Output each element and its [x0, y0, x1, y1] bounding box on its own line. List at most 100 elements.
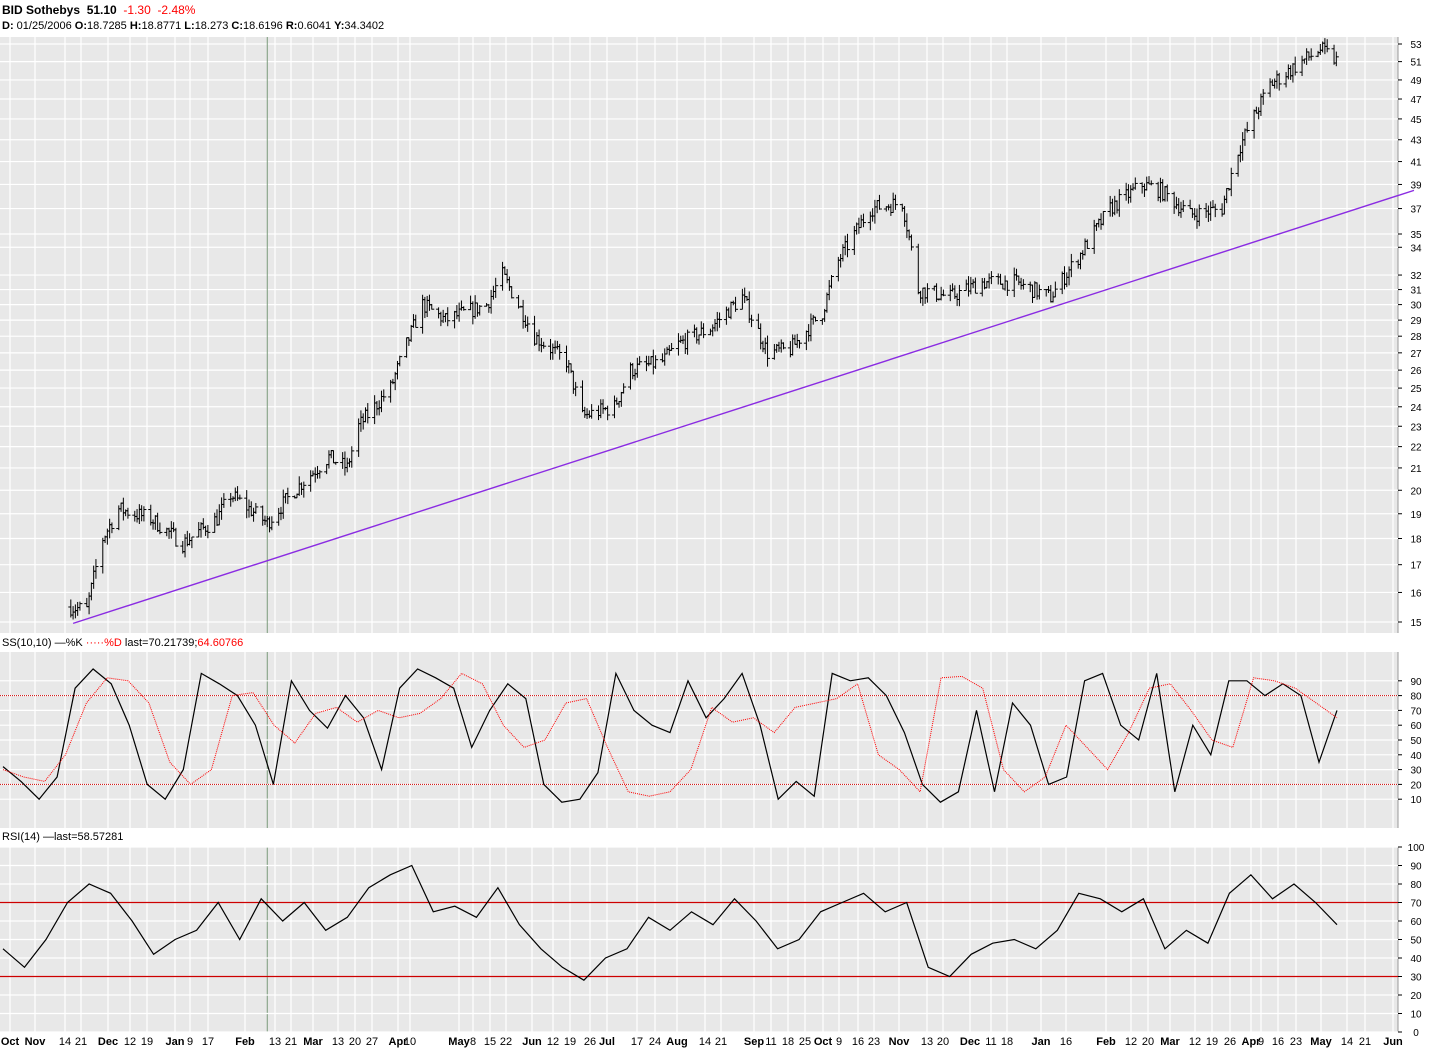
y-tick-label: 49: [1410, 76, 1422, 87]
rsi-title: RSI(14): [2, 831, 40, 843]
ohlc-bar: [1132, 177, 1138, 190]
y-tick-label: 35: [1410, 230, 1422, 241]
ohlc-bar: [1100, 210, 1106, 226]
y-tick-label: 26: [1410, 366, 1422, 377]
x-tick-label: 14: [59, 1036, 71, 1048]
price-change-pct: -2.48%: [157, 3, 196, 17]
x-tick-label: 26: [584, 1036, 596, 1048]
ohlc-bar: [1212, 203, 1218, 218]
ticker-symbol: BID: [2, 3, 23, 17]
x-tick-label: 8: [470, 1036, 476, 1048]
x-tick-label: 9: [836, 1036, 842, 1048]
y-tick-label: 41: [1410, 158, 1422, 169]
x-tick-label: 17: [631, 1036, 643, 1048]
x-tick-label: 18: [782, 1036, 794, 1048]
x-tick-label: Nov: [889, 1036, 911, 1048]
y-tick-label: 43: [1410, 136, 1422, 147]
y-tick-label: 32: [1410, 271, 1422, 282]
ohlc-bar: [269, 516, 275, 531]
ohlc-bar: [813, 316, 818, 322]
y-tick-label: 31: [1410, 286, 1422, 297]
range-value: 0.6041: [297, 20, 332, 32]
stochastic-panel: 10 20 30 40 50 60 70 80 90: [0, 652, 1422, 828]
x-tick-label: 13: [921, 1036, 933, 1048]
y-tick-label: 37: [1410, 205, 1422, 216]
ohlc-bar: [461, 306, 467, 311]
ohlc-bar: [77, 601, 83, 611]
ohlc-bar: [221, 493, 227, 508]
y-tick-label: 45: [1410, 115, 1422, 126]
x-tick-label: 12: [547, 1036, 559, 1048]
y-tick-label: 28: [1410, 332, 1422, 343]
y-tick-label: 15: [1410, 618, 1422, 629]
ohlc-bar: [860, 213, 866, 228]
x-tick-label: Aug: [666, 1036, 687, 1048]
rsi-swatch: —: [42, 831, 54, 843]
y-tick-label: 70: [1410, 899, 1422, 910]
x-tick-label: 14: [699, 1036, 711, 1048]
x-tick-label: Jun: [522, 1036, 542, 1048]
x-tick-label: 27: [366, 1036, 378, 1048]
trendline: [72, 189, 1415, 625]
ohlc-readout: D: 01/25/2006 O:18.7285 H:18.8771 L:18.2…: [2, 20, 384, 32]
ohlc-bar: [1052, 281, 1058, 298]
x-tick-label: 12: [1125, 1036, 1137, 1048]
x-tick-label: Feb: [1096, 1036, 1116, 1048]
price-change: -1.30: [123, 3, 151, 17]
date-label: D:: [2, 20, 14, 32]
open-value: 18.7285: [87, 20, 127, 32]
ohlc-bar: [1228, 167, 1234, 197]
ohlc-bar: [557, 343, 563, 360]
x-tick-label: 24: [649, 1036, 661, 1048]
x-tick-label: 23: [868, 1036, 880, 1048]
x-tick-label: 16: [852, 1036, 864, 1048]
ohlc-bar: [988, 271, 994, 285]
y-tick-label: 30: [1410, 301, 1422, 312]
high-value: 18.8771: [141, 20, 182, 32]
y-tick-label: 29: [1410, 316, 1422, 327]
stoch-title: SS(10,10): [2, 637, 52, 649]
y-tick-label: 0: [1413, 1028, 1419, 1039]
chart-header: BID Sothebys 51.10 -1.30 -2.48%: [2, 3, 195, 17]
ohlc-bar: [1308, 48, 1314, 61]
ohlc-bar: [445, 307, 451, 327]
stoch-k-legend: %K: [65, 637, 83, 649]
last-price: 51.10: [86, 3, 117, 17]
y-tick-label: 47: [1410, 95, 1422, 106]
x-tick-label: 19: [141, 1036, 153, 1048]
y-tick-label: 100: [1408, 843, 1425, 854]
x-tick-label: Sep: [744, 1036, 764, 1048]
x-tick-label: 21: [285, 1036, 297, 1048]
ohlc-bar: [589, 404, 595, 419]
date-value: 01/25/2006: [16, 20, 72, 32]
ohlc-bar: [1324, 39, 1330, 53]
y-tick-label: 90: [1410, 862, 1422, 873]
x-tick-label: Apr: [389, 1036, 409, 1048]
ohlc-bar: [1276, 72, 1282, 91]
y-tick-label: 80: [1410, 880, 1422, 891]
y-tick-label: 34: [1410, 243, 1422, 254]
stoch-legend: SS(10,10) —%K ·····%D last=70.21739;64.6…: [2, 637, 244, 649]
y-tick-label: 24: [1410, 403, 1422, 414]
ohlc-bar: [1196, 204, 1202, 227]
ohlc-bar: [1292, 56, 1298, 76]
ohlc-bar: [189, 536, 195, 549]
x-tick-label: 25: [799, 1036, 811, 1048]
ohlc-bar: [1164, 184, 1170, 202]
ohlc-bar: [1068, 253, 1074, 278]
ohlc-bar: [828, 274, 834, 289]
y-tick-label: 53: [1410, 40, 1422, 51]
x-tick-label: 21: [1359, 1036, 1371, 1048]
ohlc-bar: [429, 303, 435, 310]
range-label: R:: [285, 20, 298, 32]
stoch-last-d: 64.60766: [197, 637, 244, 649]
ohlc-bar: [157, 522, 163, 535]
x-tick-label: 22: [500, 1036, 512, 1048]
x-tick-label: 18: [1001, 1036, 1013, 1048]
ohlc-bar: [1260, 89, 1266, 105]
ohlc-bar: [93, 559, 99, 579]
ohlc-bar: [381, 389, 387, 402]
ohlc-bar: [109, 522, 115, 534]
ohlc-bar: [285, 487, 291, 505]
